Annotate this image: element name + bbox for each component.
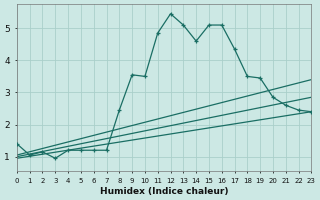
- X-axis label: Humidex (Indice chaleur): Humidex (Indice chaleur): [100, 187, 228, 196]
